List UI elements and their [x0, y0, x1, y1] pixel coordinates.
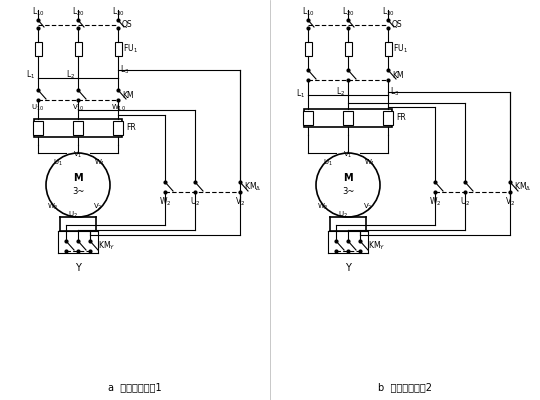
- Text: L$_3$: L$_3$: [120, 64, 130, 76]
- Text: KM$_\Delta$: KM$_\Delta$: [244, 181, 261, 193]
- Text: b  主电路原理图2: b 主电路原理图2: [378, 382, 432, 392]
- Text: FU$_1$: FU$_1$: [393, 43, 408, 55]
- Text: L$_{30}$: L$_{30}$: [382, 5, 394, 18]
- Text: W$_2$: W$_2$: [159, 195, 171, 208]
- Text: L$_1$: L$_1$: [296, 88, 305, 100]
- Text: W$_2$: W$_2$: [429, 195, 441, 208]
- Bar: [383, 111, 393, 125]
- Bar: [33, 121, 43, 135]
- Bar: [113, 121, 123, 135]
- Text: U$_2$: U$_2$: [460, 195, 470, 208]
- Text: V$_{10}$: V$_{10}$: [72, 103, 84, 113]
- Text: L$_3$: L$_3$: [390, 86, 400, 98]
- Text: 3~: 3~: [72, 186, 84, 196]
- Text: L$_{20}$: L$_{20}$: [342, 5, 354, 18]
- Text: V$_2$: V$_2$: [235, 195, 245, 208]
- Bar: [34, 119, 122, 137]
- Bar: [35, 42, 42, 56]
- Text: FR: FR: [126, 124, 136, 132]
- Text: L$_{10}$: L$_{10}$: [301, 5, 314, 18]
- Text: KM: KM: [122, 90, 133, 100]
- Text: 3~: 3~: [342, 186, 354, 196]
- Bar: [304, 109, 392, 127]
- Bar: [345, 42, 352, 56]
- Text: L$_2$: L$_2$: [66, 69, 75, 81]
- Text: W$_1$: W$_1$: [94, 158, 106, 168]
- Text: FR: FR: [396, 114, 406, 122]
- Bar: [303, 111, 313, 125]
- Text: L$_1$: L$_1$: [26, 69, 35, 81]
- Text: L$_{30}$: L$_{30}$: [112, 5, 124, 18]
- Text: Y: Y: [345, 263, 351, 273]
- Text: M: M: [343, 173, 353, 183]
- Text: W$_2$: W$_2$: [47, 202, 59, 212]
- Circle shape: [46, 153, 110, 217]
- Bar: [114, 42, 122, 56]
- Text: QS: QS: [392, 20, 403, 30]
- Text: V$_2$: V$_2$: [505, 195, 515, 208]
- Text: a  主电路原理图1: a 主电路原理图1: [108, 382, 162, 392]
- Text: W$_1$: W$_1$: [364, 158, 376, 168]
- Text: KM: KM: [392, 70, 403, 80]
- Bar: [343, 111, 353, 125]
- Text: Y: Y: [75, 263, 81, 273]
- Circle shape: [316, 153, 380, 217]
- Text: U$_2$: U$_2$: [338, 210, 348, 220]
- Text: QS: QS: [122, 20, 133, 30]
- Text: V$_2$: V$_2$: [93, 202, 103, 212]
- Text: L$_{10}$: L$_{10}$: [31, 5, 44, 18]
- Bar: [75, 42, 82, 56]
- Text: W$_2$: W$_2$: [317, 202, 329, 212]
- Bar: [384, 42, 391, 56]
- Text: U$_1$: U$_1$: [323, 158, 333, 168]
- Text: U$_{10}$: U$_{10}$: [31, 103, 45, 113]
- Text: U$_2$: U$_2$: [68, 210, 78, 220]
- Text: W$_{10}$: W$_{10}$: [111, 103, 125, 113]
- Text: KM$_\Delta$: KM$_\Delta$: [514, 181, 531, 193]
- Text: V$_1$: V$_1$: [73, 150, 83, 160]
- Text: FU$_1$: FU$_1$: [123, 43, 138, 55]
- Text: KM$_Y$: KM$_Y$: [368, 240, 386, 252]
- Text: U$_1$: U$_1$: [53, 158, 63, 168]
- Text: L$_{20}$: L$_{20}$: [72, 5, 84, 18]
- Bar: [73, 121, 83, 135]
- Text: L$_2$: L$_2$: [336, 86, 345, 98]
- Text: M: M: [73, 173, 83, 183]
- Text: KM$_Y$: KM$_Y$: [98, 240, 116, 252]
- Text: U$_2$: U$_2$: [190, 195, 200, 208]
- Bar: [305, 42, 312, 56]
- Text: V$_1$: V$_1$: [343, 150, 353, 160]
- Text: V$_2$: V$_2$: [363, 202, 373, 212]
